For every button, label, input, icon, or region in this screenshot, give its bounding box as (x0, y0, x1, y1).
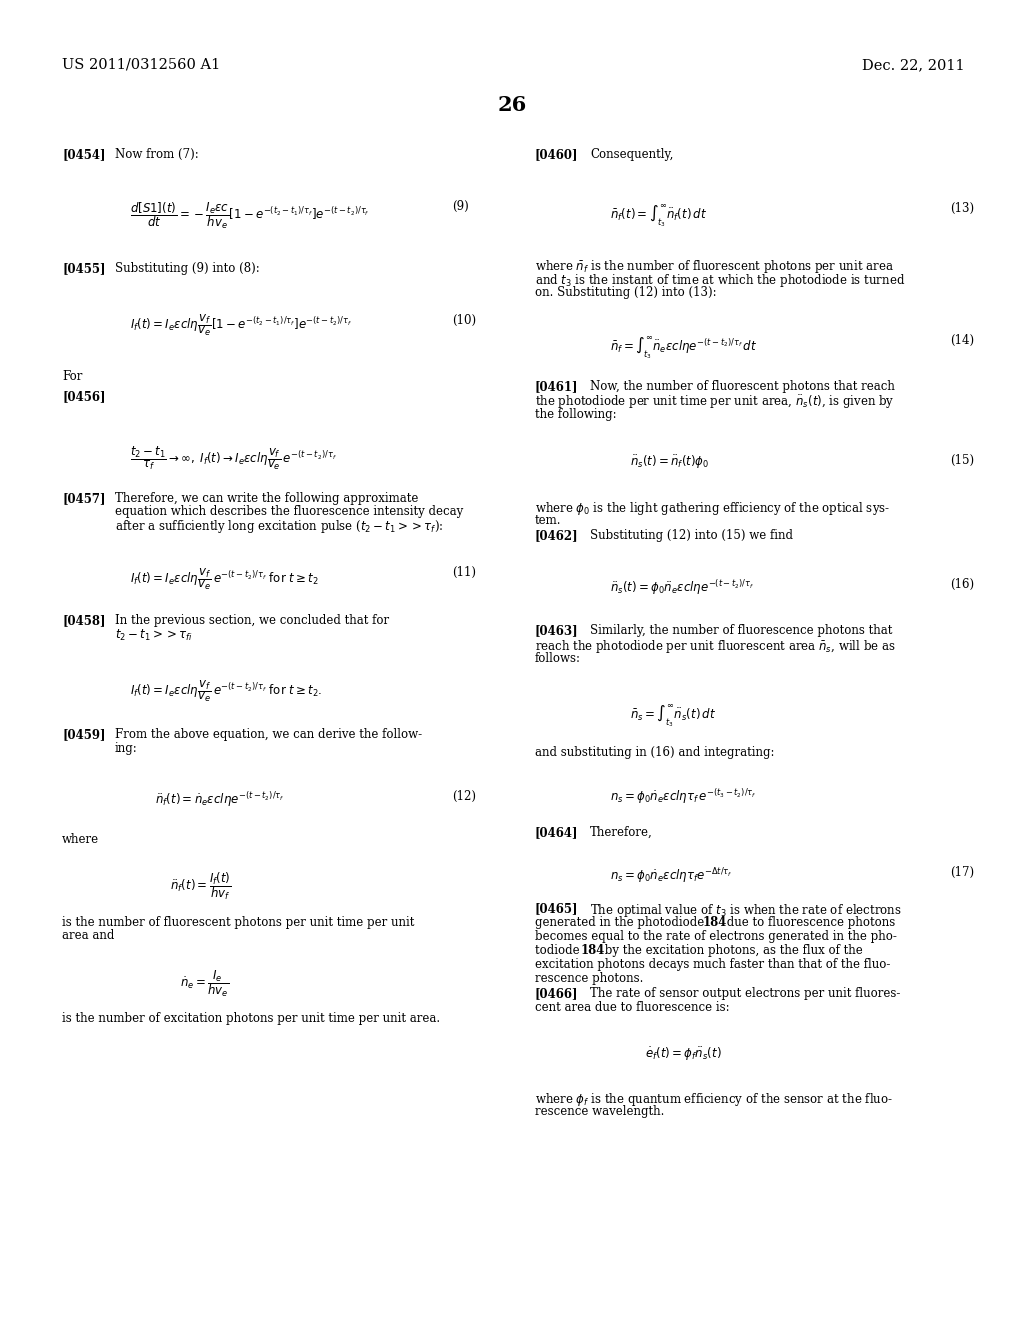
Text: (14): (14) (950, 334, 974, 347)
Text: $\dot{n}_e = \dfrac{I_e}{hv_e}$: $\dot{n}_e = \dfrac{I_e}{hv_e}$ (180, 968, 229, 999)
Text: is the number of excitation photons per unit time per unit area.: is the number of excitation photons per … (62, 1012, 440, 1026)
Text: $I_f(t) = I_e\varepsilon cl\eta\dfrac{v_f}{v_e}[1 - e^{-(t_2-t_1)/\tau_f}]e^{-(t: $I_f(t) = I_e\varepsilon cl\eta\dfrac{v_… (130, 312, 352, 338)
Text: $\ddot{n}_f(t) = \dfrac{I_f(t)}{hv_f}$: $\ddot{n}_f(t) = \dfrac{I_f(t)}{hv_f}$ (170, 870, 231, 902)
Text: where $\phi_0$ is the light gathering efficiency of the optical sys-: where $\phi_0$ is the light gathering ef… (535, 500, 890, 517)
Text: [0461]: [0461] (535, 380, 579, 393)
Text: [0459]: [0459] (62, 729, 105, 741)
Text: Substituting (9) into (8):: Substituting (9) into (8): (115, 261, 260, 275)
Text: due to fluorescence photons: due to fluorescence photons (723, 916, 895, 929)
Text: [0456]: [0456] (62, 389, 105, 403)
Text: $n_s = \phi_0\dot{n}_e\varepsilon cl\eta\tau_f\, e^{-(t_3-t_2)/\tau_f}$: $n_s = \phi_0\dot{n}_e\varepsilon cl\eta… (610, 787, 757, 807)
Text: (13): (13) (950, 202, 974, 215)
Text: Therefore, we can write the following approximate: Therefore, we can write the following ap… (115, 492, 419, 506)
Text: rescence photons.: rescence photons. (535, 972, 643, 985)
Text: 184: 184 (581, 944, 605, 957)
Text: $\dfrac{d[S1](t)}{dt} = -\dfrac{I_e\varepsilon c}{hv_e}[1 - e^{-(t_2-t_1)/\tau_f: $\dfrac{d[S1](t)}{dt} = -\dfrac{I_e\vare… (130, 201, 370, 231)
Text: area and: area and (62, 929, 115, 942)
Text: follows:: follows: (535, 652, 581, 665)
Text: is the number of fluorescent photons per unit time per unit: is the number of fluorescent photons per… (62, 916, 415, 929)
Text: (11): (11) (452, 566, 476, 579)
Text: Consequently,: Consequently, (590, 148, 674, 161)
Text: $I_f(t) = I_e\varepsilon cl\eta\dfrac{v_f}{v_e}\, e^{-(t-t_2)/\tau_f}$ for $t \g: $I_f(t) = I_e\varepsilon cl\eta\dfrac{v_… (130, 678, 323, 704)
Text: on. Substituting (12) into (13):: on. Substituting (12) into (13): (535, 286, 717, 300)
Text: [0462]: [0462] (535, 529, 579, 543)
Text: cent area due to fluorescence is:: cent area due to fluorescence is: (535, 1001, 730, 1014)
Text: by the excitation photons, as the flux of the: by the excitation photons, as the flux o… (601, 944, 863, 957)
Text: [0457]: [0457] (62, 492, 105, 506)
Text: where $\phi_f$ is the quantum efficiency of the sensor at the fluo-: where $\phi_f$ is the quantum efficiency… (535, 1092, 893, 1107)
Text: [0465]: [0465] (535, 902, 579, 915)
Text: (12): (12) (452, 789, 476, 803)
Text: [0455]: [0455] (62, 261, 105, 275)
Text: equation which describes the fluorescence intensity decay: equation which describes the fluorescenc… (115, 506, 463, 517)
Text: [0464]: [0464] (535, 826, 579, 840)
Text: the following:: the following: (535, 408, 616, 421)
Text: where: where (62, 833, 99, 846)
Text: $\ddot{n}_s(t) = \ddot{n}_f(t)\phi_0$: $\ddot{n}_s(t) = \ddot{n}_f(t)\phi_0$ (630, 454, 710, 471)
Text: Therefore,: Therefore, (590, 826, 652, 840)
Text: [0454]: [0454] (62, 148, 105, 161)
Text: $t_2-t_1>>\tau_{fi}$: $t_2-t_1>>\tau_{fi}$ (115, 628, 193, 643)
Text: $\ddot{n}_f(t) = \dot{n}_e\varepsilon cl\eta e^{-(t-t_2)/\tau_f}$: $\ddot{n}_f(t) = \dot{n}_e\varepsilon cl… (155, 789, 285, 809)
Text: $\bar{n}_f = \int_{t_3}^{\infty} \ddot{n}_e\varepsilon cl\eta e^{-(t-t_2)/\tau_f: $\bar{n}_f = \int_{t_3}^{\infty} \ddot{n… (610, 334, 757, 360)
Text: For: For (62, 370, 82, 383)
Text: (17): (17) (950, 866, 974, 879)
Text: 26: 26 (498, 95, 526, 115)
Text: (10): (10) (452, 314, 476, 327)
Text: (9): (9) (452, 201, 469, 213)
Text: [0460]: [0460] (535, 148, 579, 161)
Text: todiode: todiode (535, 944, 584, 957)
Text: generated in the photodiode: generated in the photodiode (535, 916, 708, 929)
Text: and substituting in (16) and integrating:: and substituting in (16) and integrating… (535, 746, 774, 759)
Text: where $\bar{n}_f$ is the number of fluorescent photons per unit area: where $\bar{n}_f$ is the number of fluor… (535, 257, 894, 275)
Text: US 2011/0312560 A1: US 2011/0312560 A1 (62, 58, 220, 73)
Text: and $t_3$ is the instant of time at which the photodiode is turned: and $t_3$ is the instant of time at whic… (535, 272, 905, 289)
Text: Now, the number of fluorescent photons that reach: Now, the number of fluorescent photons t… (590, 380, 895, 393)
Text: $n_s = \phi_0\dot{n}_e\varepsilon cl\eta\tau_f e^{-\Delta t/\tau_f}$: $n_s = \phi_0\dot{n}_e\varepsilon cl\eta… (610, 866, 733, 886)
Text: excitation photons decays much faster than that of the fluo-: excitation photons decays much faster th… (535, 958, 891, 972)
Text: Similarly, the number of fluorescence photons that: Similarly, the number of fluorescence ph… (590, 624, 892, 638)
Text: [0458]: [0458] (62, 614, 105, 627)
Text: From the above equation, we can derive the follow-: From the above equation, we can derive t… (115, 729, 422, 741)
Text: $\ddot{n}_s(t) = \phi_0\ddot{n}_e\varepsilon cl\eta e^{-(t-t_2)/\tau_f}$: $\ddot{n}_s(t) = \phi_0\ddot{n}_e\vareps… (610, 578, 755, 597)
Text: after a sufficiently long excitation pulse ($t_2-t_1>>\tau_f$):: after a sufficiently long excitation pul… (115, 517, 443, 535)
Text: tem.: tem. (535, 513, 561, 527)
Text: $I_f(t) = I_e\varepsilon cl\eta\dfrac{v_f}{v_e}\, e^{-(t-t_2)/\tau_f}$ for $t \g: $I_f(t) = I_e\varepsilon cl\eta\dfrac{v_… (130, 566, 318, 591)
Text: (15): (15) (950, 454, 974, 467)
Text: $\bar{n}_f(t) = \int_{t_3}^{\infty} \ddot{n}_f(t)\,dt$: $\bar{n}_f(t) = \int_{t_3}^{\infty} \ddo… (610, 202, 707, 228)
Text: The optimal value of $t_3$ is when the rate of electrons: The optimal value of $t_3$ is when the r… (590, 902, 902, 919)
Text: $\bar{n}_s = \int_{t_3}^{\infty} \ddot{n}_s(t)\,dt$: $\bar{n}_s = \int_{t_3}^{\infty} \ddot{n… (630, 702, 716, 729)
Text: In the previous section, we concluded that for: In the previous section, we concluded th… (115, 614, 389, 627)
Text: [0466]: [0466] (535, 987, 579, 1001)
Text: ing:: ing: (115, 742, 138, 755)
Text: (16): (16) (950, 578, 974, 591)
Text: Now from (7):: Now from (7): (115, 148, 199, 161)
Text: Substituting (12) into (15) we find: Substituting (12) into (15) we find (590, 529, 793, 543)
Text: Dec. 22, 2011: Dec. 22, 2011 (862, 58, 965, 73)
Text: The rate of sensor output electrons per unit fluores-: The rate of sensor output electrons per … (590, 987, 900, 1001)
Text: becomes equal to the rate of electrons generated in the pho-: becomes equal to the rate of electrons g… (535, 931, 897, 942)
Text: $\dot{e}_f(t) = \phi_f\ddot{n}_s(t)$: $\dot{e}_f(t) = \phi_f\ddot{n}_s(t)$ (645, 1045, 722, 1064)
Text: rescence wavelength.: rescence wavelength. (535, 1105, 665, 1118)
Text: reach the photodiode per unit fluorescent area $\bar{n}_s$, will be as: reach the photodiode per unit fluorescen… (535, 638, 896, 655)
Text: $\dfrac{t_2 - t_1}{\tau_f} \rightarrow \infty,\; I_f(t) \rightarrow I_e\varepsil: $\dfrac{t_2 - t_1}{\tau_f} \rightarrow \… (130, 444, 337, 471)
Text: 184: 184 (703, 916, 727, 929)
Text: [0463]: [0463] (535, 624, 579, 638)
Text: the photodiode per unit time per unit area, $\ddot{n}_s(t)$, is given by: the photodiode per unit time per unit ar… (535, 393, 895, 412)
